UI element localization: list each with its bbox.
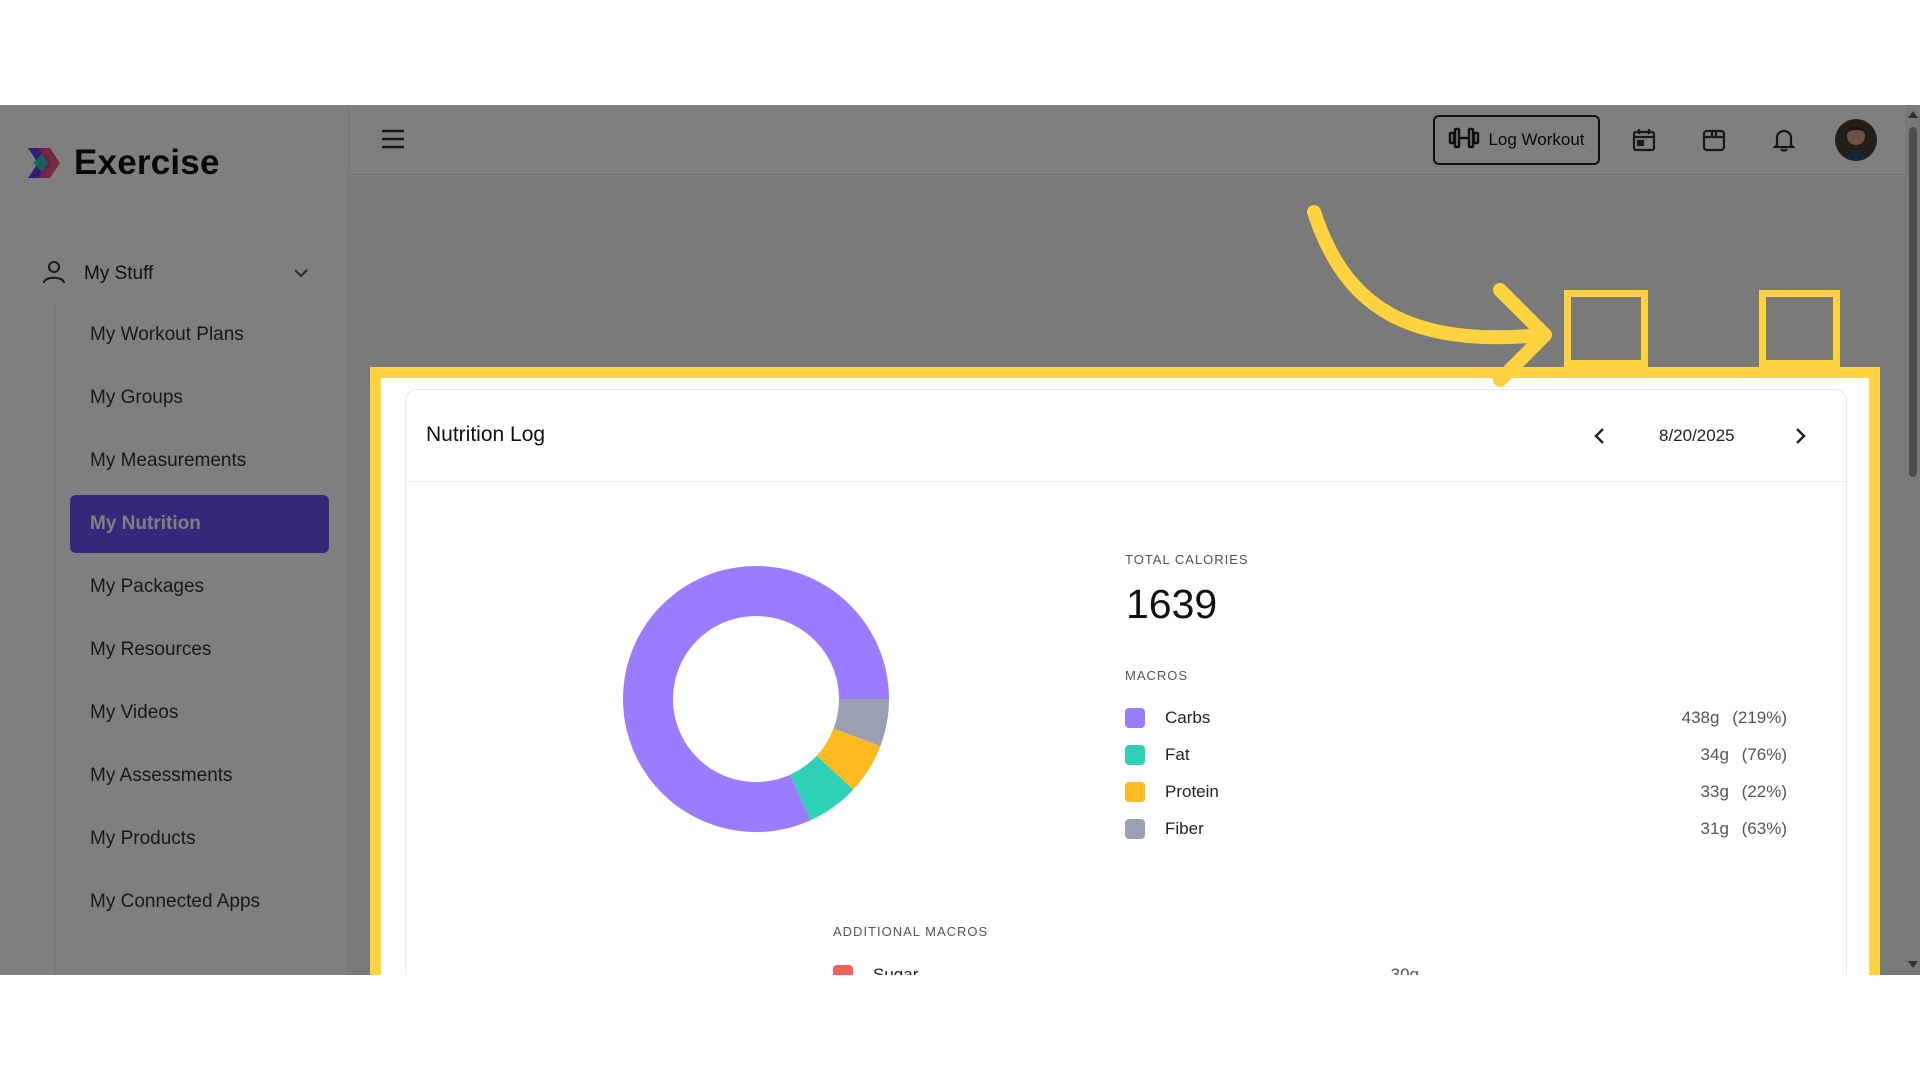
macro-percent: (22%) [1741, 782, 1787, 801]
scroll-up-icon[interactable] [1908, 111, 1918, 118]
additional-macro-name: Sugar [873, 965, 919, 975]
macro-name: Carbs [1165, 708, 1211, 727]
sidebar-item-my-connected-apps[interactable]: My Connected Apps [90, 891, 261, 912]
current-date: 8/20/2025 [1659, 426, 1735, 445]
chevron-left-icon [1590, 426, 1610, 451]
sidebar-item-my-videos[interactable]: My Videos [90, 702, 179, 723]
macros-donut-chart [623, 566, 889, 832]
tutorial-highlight-frame [370, 367, 1880, 975]
highlight-next-button [1759, 290, 1840, 367]
menu-icon[interactable] [380, 127, 406, 151]
nav-section-my-stuff[interactable]: My Stuff [40, 251, 310, 297]
previous-date-button[interactable] [1580, 418, 1620, 458]
additional-macro-value: 30g [1390, 965, 1419, 975]
macro-value: 438g (219%) [1682, 708, 1787, 728]
macro-row: Fiber 31g (63%) [1125, 817, 1787, 841]
log-workout-button[interactable]: Log Workout [1433, 115, 1600, 165]
sidebar-item-my-packages[interactable]: My Packages [90, 576, 205, 597]
user-icon [40, 258, 68, 291]
macro-percent: (63%) [1741, 819, 1787, 838]
pointer-arrow-icon [1307, 205, 1552, 387]
macros-label: MACROS [1125, 668, 1189, 683]
sidebar-item-my-workout-plans[interactable]: My Workout Plans [90, 324, 244, 345]
calendar-icon[interactable] [1629, 125, 1659, 155]
app-window: Exercise My Stuff My Workout Plans My Gro… [0, 105, 1920, 975]
macro-value: 33g (22%) [1701, 782, 1787, 802]
topbar: Log Workout [350, 105, 1905, 175]
brand[interactable]: Exercise [24, 143, 220, 183]
chevron-right-icon [1790, 426, 1810, 451]
sidebar-item-my-groups[interactable]: My Groups [90, 387, 183, 408]
total-calories-value: 1639 [1126, 581, 1218, 627]
package-icon[interactable] [1699, 125, 1729, 155]
macro-percent: (219%) [1732, 708, 1787, 727]
highlighted-region: Nutrition Log 8/20/2025 TOTAL CALORIES 1… [381, 378, 1869, 975]
legend-swatch [1125, 782, 1145, 802]
macro-name: Protein [1165, 782, 1219, 801]
macro-value: 34g (76%) [1701, 745, 1787, 765]
macro-grams: 31g [1700, 819, 1729, 838]
sidebar: Exercise My Stuff My Workout Plans My Gro… [0, 105, 349, 975]
legend-swatch [833, 965, 853, 975]
sidebar-item-my-resources[interactable]: My Resources [90, 639, 212, 660]
macro-name: Fat [1165, 745, 1190, 764]
legend-swatch [1125, 745, 1145, 765]
donut-slice-fat [789, 755, 854, 821]
nav-tree-line [54, 305, 55, 975]
macro-name: Fiber [1165, 819, 1204, 838]
logo-icon [24, 144, 62, 182]
additional-macros-label: ADDITIONAL MACROS [833, 924, 989, 939]
donut-slice-protein [816, 728, 881, 790]
macro-grams: 33g [1700, 782, 1729, 801]
scrollbar-thumb[interactable] [1909, 127, 1917, 477]
donut-slice-fiber [833, 699, 889, 747]
brand-name: Exercise [74, 143, 220, 182]
donut-slice-carbs [623, 566, 889, 832]
macro-row: Protein 33g (22%) [1125, 780, 1787, 804]
sidebar-item-my-measurements[interactable]: My Measurements [90, 450, 247, 471]
next-date-button[interactable] [1780, 418, 1820, 458]
avatar[interactable] [1835, 119, 1877, 161]
legend-swatch [1125, 819, 1145, 839]
highlight-prev-button [1564, 290, 1648, 367]
nav-section-label: My Stuff [84, 263, 154, 284]
legend-swatch [1125, 708, 1145, 728]
macro-value: 31g (63%) [1701, 819, 1787, 839]
card-header: Nutrition Log 8/20/2025 [406, 390, 1848, 482]
bell-icon[interactable] [1769, 125, 1799, 155]
scrollbar[interactable] [1905, 105, 1920, 975]
sidebar-item-my-nutrition[interactable]: My Nutrition [70, 495, 329, 553]
card-title: Nutrition Log [426, 423, 546, 446]
scroll-down-icon[interactable] [1908, 961, 1918, 968]
additional-macro-row: Sugar 30g [833, 963, 1419, 975]
sidebar-item-my-assessments[interactable]: My Assessments [90, 765, 233, 786]
macro-percent: (76%) [1741, 745, 1787, 764]
macro-row: Fat 34g (76%) [1125, 743, 1787, 767]
dumbbell-icon [1448, 126, 1480, 155]
chevron-down-icon [292, 264, 310, 287]
log-workout-label: Log Workout [1488, 130, 1585, 149]
macro-row: Carbs 438g (219%) [1125, 706, 1787, 730]
macro-grams: 34g [1700, 745, 1729, 764]
total-calories-label: TOTAL CALORIES [1125, 552, 1249, 567]
macro-grams: 438g [1681, 708, 1720, 727]
sidebar-item-my-products[interactable]: My Products [90, 828, 196, 849]
